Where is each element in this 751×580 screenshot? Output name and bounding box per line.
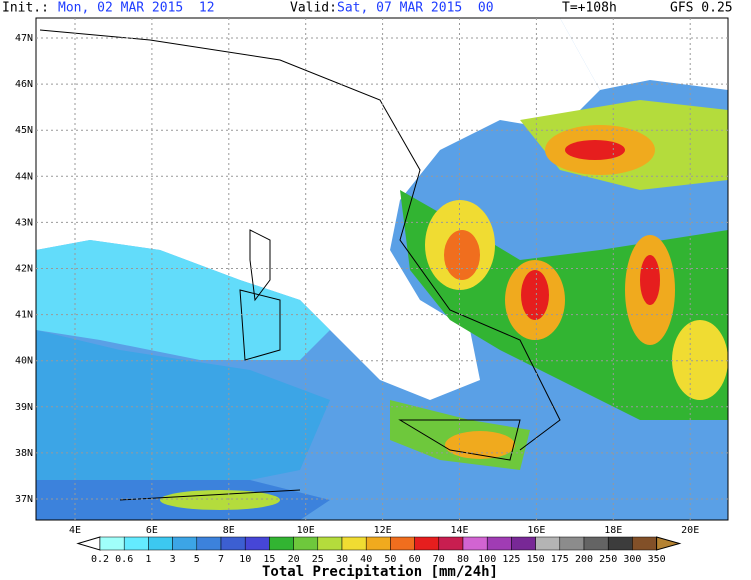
colorbar-label: 5 [194, 554, 200, 565]
lead-time: T=+108h [562, 1, 617, 16]
colorbar-label: 200 [575, 554, 593, 565]
colorbar-label: 20 [288, 554, 300, 565]
colorbar-label: 125 [502, 554, 520, 565]
lat-label: 46N [15, 79, 33, 90]
colorbar-label: 0.6 [115, 554, 133, 565]
colorbar-box [414, 536, 440, 551]
init-label: Init.: [2, 1, 49, 16]
init-time: Mon, 02 MAR 2015 12 [58, 1, 215, 16]
lon-label: 8E [223, 525, 235, 536]
colorbar-label: 300 [623, 554, 641, 565]
colorbar-box [99, 536, 125, 551]
colorbar-label: 1 [145, 554, 151, 565]
colorbar-box [365, 536, 391, 551]
colorbar-label: 25 [312, 554, 324, 565]
lat-label: 42N [15, 264, 33, 275]
colorbar-box [438, 536, 464, 551]
colorbar-box [607, 536, 633, 551]
colorbar-box [220, 536, 246, 551]
colorbar-box [123, 536, 149, 551]
map-field [36, 18, 728, 520]
lat-label: 45N [15, 125, 33, 136]
colorbar-label: 7 [218, 554, 224, 565]
lon-label: 18E [604, 525, 622, 536]
lon-label: 14E [450, 525, 468, 536]
colorbar-arrow [76, 536, 101, 551]
colorbar-label: 150 [527, 554, 545, 565]
lon-label: 10E [297, 525, 315, 536]
colorbar-label: 10 [239, 554, 251, 565]
lon-label: 6E [146, 525, 158, 536]
colorbar-label: 30 [336, 554, 348, 565]
colorbar-label: 50 [384, 554, 396, 565]
lon-label: 16E [527, 525, 545, 536]
colorbar-box [269, 536, 294, 551]
colorbar-label: 0.2 [91, 554, 109, 565]
colorbar-label: 40 [360, 554, 372, 565]
lon-label: 12E [374, 525, 392, 536]
colorbar-box [632, 536, 657, 551]
model-name: GFS 0.25 [670, 1, 733, 16]
colorbar: 0.2 0.6 1 3 5 7 10 15 20 25 30 40 50 60 70 80 100 125 150 1… [76, 536, 682, 565]
lat-label: 41N [15, 310, 33, 321]
colorbar-box [341, 536, 367, 551]
colorbar-box [486, 536, 512, 551]
lat-label: 39N [15, 402, 33, 413]
colorbar-box [317, 536, 343, 551]
axes: 47N 46N 45N 44N 43N 42N 41N 40N 39N 38N 37N 4E 6E 8E 1… [15, 18, 728, 536]
colorbar-box [293, 536, 319, 551]
colorbar-box [511, 536, 536, 551]
colorbar-label: 3 [170, 554, 176, 565]
colorbar-label: 70 [433, 554, 445, 565]
colorbar-box [535, 536, 561, 551]
colorbar-box [172, 536, 198, 551]
colorbar-label: 60 [409, 554, 421, 565]
lat-label: 37N [15, 494, 33, 505]
lat-label: 43N [15, 217, 33, 228]
colorbar-box [559, 536, 585, 551]
colorbar-label: 250 [599, 554, 617, 565]
colorbar-label: 80 [457, 554, 469, 565]
colorbar-label: 350 [648, 554, 666, 565]
lon-label: 20E [681, 525, 699, 536]
lat-label: 47N [15, 33, 33, 44]
colorbar-label: 15 [263, 554, 275, 565]
colorbar-box [462, 536, 488, 551]
colorbar-box [583, 536, 609, 551]
lat-label: 40N [15, 356, 33, 367]
lon-label: 4E [69, 525, 81, 536]
colorbar-box [148, 536, 173, 551]
colorbar-box [390, 536, 415, 551]
colorbar-label: 100 [478, 554, 496, 565]
valid-label: Valid: [290, 1, 337, 16]
colorbar-label: 175 [551, 554, 569, 565]
valid-time: Sat, 07 MAR 2015 00 [337, 1, 494, 16]
lat-label: 44N [15, 171, 33, 182]
colorbar-title: Total Precipitation [mm/24h] [262, 564, 498, 580]
lat-label: 38N [15, 448, 33, 459]
colorbar-box [196, 536, 222, 551]
colorbar-box [244, 536, 270, 551]
colorbar-arrow [656, 536, 682, 551]
